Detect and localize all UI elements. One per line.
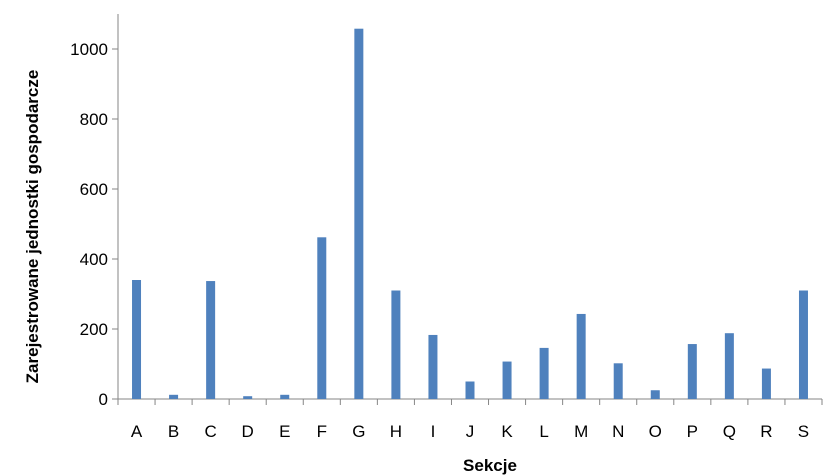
bar-L	[539, 347, 549, 399]
x-tick-label: A	[131, 422, 143, 441]
bar-O	[650, 390, 660, 399]
bar-R	[761, 368, 771, 399]
x-tick-label: B	[168, 422, 179, 441]
x-tick-label: L	[539, 422, 548, 441]
x-tick-label: K	[501, 422, 513, 441]
bar-I	[428, 334, 438, 399]
x-tick-label: P	[687, 422, 698, 441]
bar-N	[613, 363, 623, 399]
y-tick-label: 600	[80, 180, 108, 199]
bar-M	[576, 313, 586, 399]
bar-C	[206, 281, 216, 399]
bar-E	[280, 394, 290, 399]
bar-K	[502, 361, 512, 399]
bars	[132, 28, 808, 399]
x-tick-label: N	[612, 422, 624, 441]
x-tick-label: I	[431, 422, 436, 441]
bar-A	[132, 280, 142, 399]
bar-S	[798, 290, 808, 399]
x-tick-label: H	[390, 422, 402, 441]
x-tick-label: F	[317, 422, 327, 441]
x-tick-label: C	[204, 422, 216, 441]
x-tick-label: R	[760, 422, 772, 441]
y-tick-label: 800	[80, 110, 108, 129]
bar-H	[391, 290, 401, 399]
bar-B	[169, 394, 179, 399]
bar-F	[317, 237, 327, 399]
axes	[112, 14, 823, 405]
y-axis-title: Zarejestrowane jednostki gospodarcze	[23, 70, 42, 384]
x-tick-label: G	[352, 422, 365, 441]
x-tick-label: O	[649, 422, 662, 441]
x-axis-title: Sekcje	[463, 456, 517, 475]
bar-G	[354, 28, 364, 399]
bar-P	[687, 344, 697, 399]
x-tick-labels: A B C D E F G H I J K L M N O P Q R S	[131, 422, 809, 441]
y-tick-label: 0	[99, 390, 108, 409]
x-tick-label: Q	[723, 422, 736, 441]
y-tick-label: 200	[80, 320, 108, 339]
y-tick-label: 1000	[70, 40, 108, 59]
x-tick-label: J	[466, 422, 475, 441]
bar-D	[243, 396, 253, 399]
y-tick-label: 400	[80, 250, 108, 269]
x-tick-label: S	[798, 422, 809, 441]
x-tick-label: E	[279, 422, 290, 441]
bar-J	[465, 381, 475, 399]
y-tick-labels: 0 200 400 600 800 1000	[70, 40, 108, 409]
x-tick-label: D	[242, 422, 254, 441]
x-tick-label: M	[574, 422, 588, 441]
bar-Q	[724, 333, 734, 399]
